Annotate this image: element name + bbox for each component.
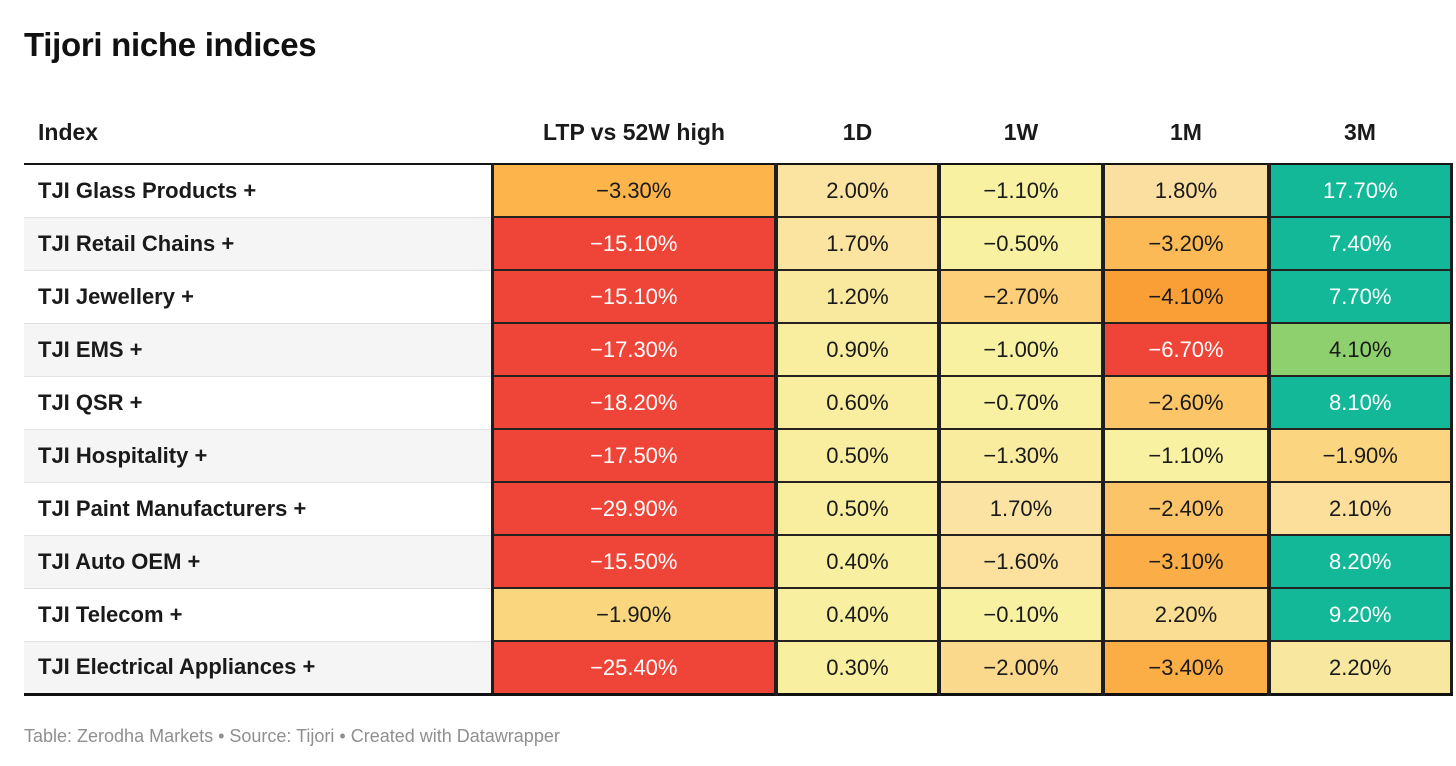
table-row: TJI QSR + −18.20% 0.60% −0.70% −2.60% 8.10% (24, 376, 1453, 430)
value-cell: −1.00% (937, 323, 1103, 377)
value-cell: 1.80% (1101, 164, 1269, 218)
index-cell-expandable[interactable]: TJI Auto OEM + (24, 535, 492, 589)
index-cell-expandable[interactable]: TJI QSR + (24, 376, 492, 430)
value-cell: 2.00% (774, 164, 939, 218)
value-cell: 0.30% (774, 641, 939, 696)
value-cell: −17.50% (490, 429, 776, 483)
value-cell: −4.10% (1101, 270, 1269, 324)
column-header-1m: 1M (1103, 111, 1269, 165)
index-cell-expandable[interactable]: TJI Telecom + (24, 588, 492, 642)
table-header: Index LTP vs 52W high 1D 1W 1M 3M (24, 111, 1451, 165)
column-header-ltp-vs-52w-high: LTP vs 52W high (492, 111, 776, 165)
table-row: TJI EMS + −17.30% 0.90% −1.00% −6.70% 4.10% (24, 323, 1453, 377)
page-title: Tijori niche indices (24, 26, 317, 63)
table-row: TJI Paint Manufacturers + −29.90% 0.50% 1.7… (24, 482, 1453, 536)
value-cell: 2.20% (1267, 641, 1453, 696)
value-cell: 1.70% (937, 482, 1103, 536)
value-cell: 2.20% (1101, 588, 1269, 642)
value-cell: 8.10% (1267, 376, 1453, 430)
column-header-1d: 1D (776, 111, 939, 165)
value-cell: −3.20% (1101, 217, 1269, 271)
value-cell: 1.70% (774, 217, 939, 271)
table-row: TJI Hospitality + −17.50% 0.50% −1.30% −1.10… (24, 429, 1453, 483)
index-cell-expandable[interactable]: TJI Jewellery + (24, 270, 492, 324)
value-cell: −15.50% (490, 535, 776, 589)
value-cell: −15.10% (490, 217, 776, 271)
value-cell: −1.10% (1101, 429, 1269, 483)
index-cell-expandable[interactable]: TJI Paint Manufacturers + (24, 482, 492, 536)
value-cell: 1.20% (774, 270, 939, 324)
value-cell: −0.70% (937, 376, 1103, 430)
value-cell: 7.40% (1267, 217, 1453, 271)
header-row: Index LTP vs 52W high 1D 1W 1M 3M (24, 111, 1451, 165)
value-cell: −1.90% (1267, 429, 1453, 483)
attribution-footer: Table: Zerodha Markets • Source: Tijori … (24, 726, 560, 746)
value-cell: −0.10% (937, 588, 1103, 642)
value-cell: 0.60% (774, 376, 939, 430)
value-cell: −3.30% (490, 164, 776, 218)
value-cell: −3.40% (1101, 641, 1269, 696)
table-row: TJI Jewellery + −15.10% 1.20% −2.70% −4.10% 7… (24, 270, 1453, 324)
value-cell: 2.10% (1267, 482, 1453, 536)
value-cell: −1.10% (937, 164, 1103, 218)
table-row: TJI Auto OEM + −15.50% 0.40% −1.60% −3.10% 8.… (24, 535, 1453, 589)
value-cell: 17.70% (1267, 164, 1453, 218)
value-cell: −17.30% (490, 323, 776, 377)
value-cell: −15.10% (490, 270, 776, 324)
value-cell: −0.50% (937, 217, 1103, 271)
index-cell-expandable[interactable]: TJI Hospitality + (24, 429, 492, 483)
table-row: TJI Retail Chains + −15.10% 1.70% −0.50% −3.… (24, 217, 1453, 271)
value-cell: −2.00% (937, 641, 1103, 696)
value-cell: 8.20% (1267, 535, 1453, 589)
value-cell: 0.90% (774, 323, 939, 377)
column-header-3m: 3M (1269, 111, 1451, 165)
value-cell: 0.50% (774, 429, 939, 483)
value-cell: −2.70% (937, 270, 1103, 324)
indices-heatmap-table: Index LTP vs 52W high 1D 1W 1M 3M TJI Gl… (24, 111, 1453, 696)
datawrapper-table-page: Tijori niche indices Index LTP vs 52W hi… (24, 26, 1453, 746)
table-row: TJI Telecom + −1.90% 0.40% −0.10% 2.20% 9.20% (24, 588, 1453, 642)
table-body: TJI Glass Products + −3.30% 2.00% −1.10% 1.8… (24, 164, 1453, 696)
table-row: TJI Electrical Appliances + −25.40% 0.30% −… (24, 641, 1453, 696)
index-cell-expandable[interactable]: TJI Retail Chains + (24, 217, 492, 271)
value-cell: −1.90% (490, 588, 776, 642)
value-cell: 4.10% (1267, 323, 1453, 377)
value-cell: 0.40% (774, 588, 939, 642)
table-row: TJI Glass Products + −3.30% 2.00% −1.10% 1.8… (24, 164, 1453, 218)
value-cell: 7.70% (1267, 270, 1453, 324)
value-cell: −3.10% (1101, 535, 1269, 589)
value-cell: −18.20% (490, 376, 776, 430)
value-cell: 0.50% (774, 482, 939, 536)
value-cell: −25.40% (490, 641, 776, 696)
index-cell-expandable[interactable]: TJI Electrical Appliances + (24, 641, 492, 696)
value-cell: 9.20% (1267, 588, 1453, 642)
value-cell: −2.60% (1101, 376, 1269, 430)
value-cell: 0.40% (774, 535, 939, 589)
column-header-index: Index (24, 111, 492, 165)
index-cell-expandable[interactable]: TJI EMS + (24, 323, 492, 377)
value-cell: −6.70% (1101, 323, 1269, 377)
value-cell: −1.60% (937, 535, 1103, 589)
column-header-1w: 1W (939, 111, 1103, 165)
index-cell-expandable[interactable]: TJI Glass Products + (24, 164, 492, 218)
value-cell: −29.90% (490, 482, 776, 536)
value-cell: −1.30% (937, 429, 1103, 483)
value-cell: −2.40% (1101, 482, 1269, 536)
